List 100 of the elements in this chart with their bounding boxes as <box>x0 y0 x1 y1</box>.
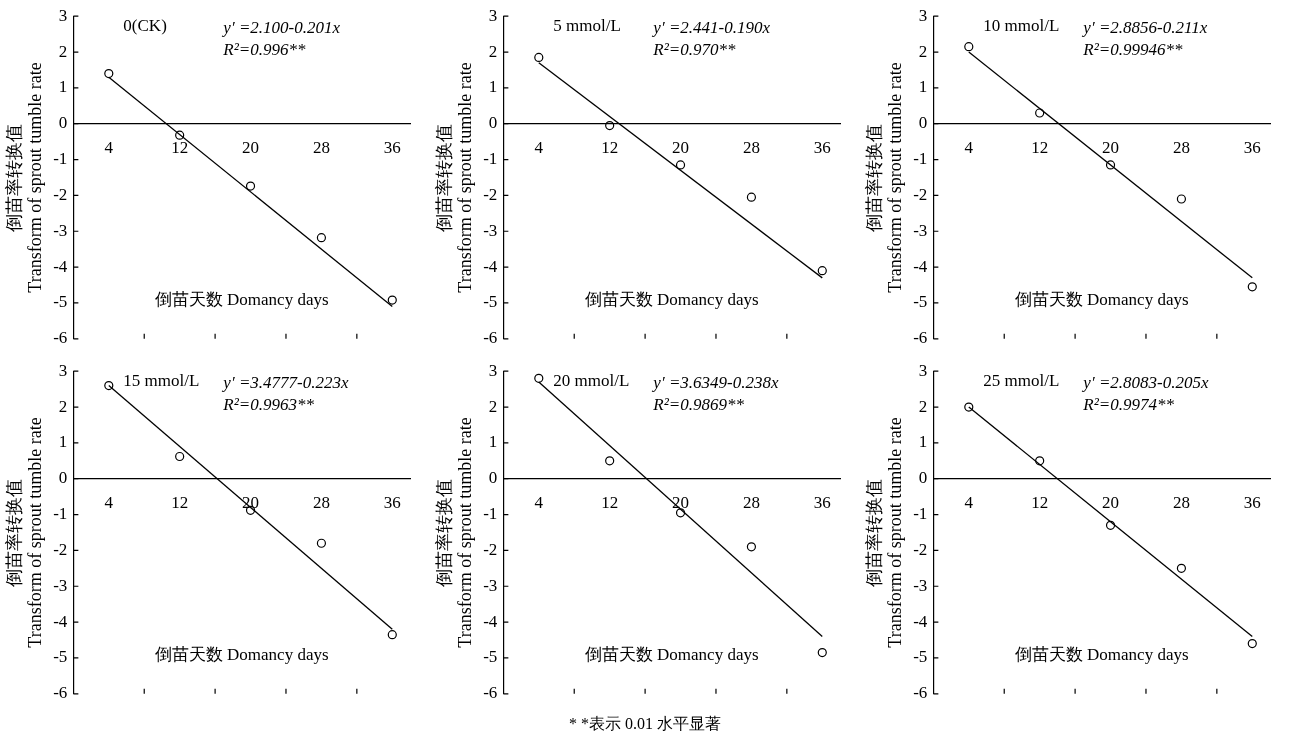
y-axis-title: 倒苗率转换值 Transform of sprout tumble rate <box>433 62 476 293</box>
annotation: R²=0.970** <box>652 40 737 60</box>
y-tick-label: -4 <box>53 256 68 276</box>
y-tick-label: 1 <box>918 432 928 452</box>
x-axis-title: 倒苗天数 Domancy days <box>1014 644 1189 664</box>
x-tick-label: 20 <box>242 138 260 158</box>
point <box>746 192 757 202</box>
y-tick-label: 0 <box>918 468 928 488</box>
x-axis-title: 倒苗天数 Domancy days <box>584 644 759 664</box>
y-tick-label: -4 <box>913 611 928 631</box>
y-tick-label: 0 <box>488 468 498 488</box>
point <box>605 120 615 131</box>
y-tick-label: -1 <box>483 504 498 524</box>
point <box>1105 160 1116 170</box>
point <box>1247 282 1257 292</box>
x-tick-label: 4 <box>534 493 544 513</box>
y-tick-label: -1 <box>483 149 498 169</box>
y-tick-label: 3 <box>58 360 68 380</box>
annotation: 0(CK) <box>123 16 167 36</box>
x-tick-label: 28 <box>742 138 760 158</box>
y-tick-label: 0 <box>58 113 68 133</box>
y-tick-label: -5 <box>913 292 928 312</box>
y-tick-label: 3 <box>488 5 498 25</box>
y-tick-label: -2 <box>483 184 498 204</box>
point <box>104 380 114 391</box>
x-tick-label: 36 <box>383 493 401 513</box>
y-tick-label: 0 <box>58 468 68 488</box>
y-tick-label: -6 <box>53 683 68 703</box>
y-axis-title: 倒苗率转换值 Transform of sprout tumble rate <box>863 417 906 648</box>
x-tick-label: 20 <box>672 493 690 513</box>
point <box>675 508 686 518</box>
point <box>1176 194 1187 204</box>
y-tick-label: -3 <box>53 220 68 240</box>
y-tick-label: -2 <box>913 184 928 204</box>
y-tick-label: 1 <box>918 77 928 97</box>
annotation: R²=0.9974** <box>1082 395 1175 415</box>
y-tick-label: -3 <box>913 220 928 240</box>
x-tick-label: 12 <box>1031 493 1049 513</box>
x-tick-label: 36 <box>1243 138 1261 158</box>
annotation: R²=0.99946** <box>1082 40 1184 60</box>
annotation: y′ =2.100-0.201x <box>221 18 341 38</box>
annotation: y′ =3.4777-0.223x <box>221 373 350 393</box>
point <box>1105 520 1116 530</box>
y-tick-label: -1 <box>913 149 928 169</box>
y-tick-label: -3 <box>483 575 498 595</box>
annotation: 25 mmol/L <box>983 371 1060 391</box>
y-tick-label: 1 <box>58 432 68 452</box>
y-tick-label: 1 <box>488 432 498 452</box>
annotation: R²=0.9963** <box>222 395 315 415</box>
point <box>245 181 256 191</box>
y-axis-title: 倒苗率转换值 Transform of sprout tumble rate <box>3 417 46 648</box>
point <box>1176 563 1187 573</box>
x-axis-title: 倒苗天数 Domancy days <box>154 289 329 309</box>
point <box>1035 456 1045 466</box>
y-tick-label: -4 <box>913 256 928 276</box>
point <box>1035 108 1045 118</box>
y-tick-label: 3 <box>918 5 928 25</box>
x-axis-title: 倒苗天数 Domancy days <box>584 289 759 309</box>
y-tick-label: -3 <box>53 575 68 595</box>
x-tick-label: 4 <box>104 138 114 158</box>
x-axis-title: 倒苗天数 Domancy days <box>1014 289 1189 309</box>
x-tick-label: 4 <box>104 493 114 513</box>
y-tick-label: -3 <box>483 220 498 240</box>
y-tick-label: -6 <box>913 328 928 348</box>
y-tick-label: 2 <box>918 396 928 416</box>
x-tick-label: 36 <box>383 138 401 158</box>
point <box>175 451 185 462</box>
point <box>746 542 757 552</box>
x-tick-label: 4 <box>964 493 974 513</box>
x-tick-label: 20 <box>672 138 690 158</box>
y-tick-label: -5 <box>53 647 68 667</box>
x-tick-label: 36 <box>1243 493 1261 513</box>
x-tick-label: 28 <box>1172 138 1190 158</box>
y-tick-label: -6 <box>483 328 498 348</box>
y-tick-label: -4 <box>53 611 68 631</box>
y-tick-label: -5 <box>483 647 498 667</box>
y-tick-label: 2 <box>58 396 68 416</box>
y-tick-label: 3 <box>918 360 928 380</box>
x-tick-label: 12 <box>1031 138 1049 158</box>
y-axis-title: 倒苗率转换值 Transform of sprout tumble rate <box>433 417 476 648</box>
y-tick-label: -6 <box>913 683 928 703</box>
x-tick-label: 28 <box>1172 493 1190 513</box>
x-tick-label: 20 <box>1102 493 1120 513</box>
annotation: y′ =2.8083-0.205x <box>1081 373 1210 393</box>
y-tick-label: 2 <box>488 41 498 61</box>
point <box>175 130 185 140</box>
x-tick-label: 36 <box>813 493 831 513</box>
text: * *表示 0.01 水平显著 <box>568 714 722 734</box>
x-tick-label: 4 <box>534 138 544 158</box>
y-tick-label: 0 <box>918 113 928 133</box>
x-tick-label: 12 <box>171 493 189 513</box>
annotation: 10 mmol/L <box>983 16 1060 36</box>
y-tick-label: 3 <box>488 360 498 380</box>
annotation: 5 mmol/L <box>553 16 621 36</box>
point <box>104 68 114 79</box>
point <box>387 630 397 640</box>
x-tick-label: 20 <box>1102 138 1120 158</box>
y-tick-label: -5 <box>53 292 68 312</box>
x-tick-label: 28 <box>742 493 760 513</box>
y-axis-title: 倒苗率转换值 Transform of sprout tumble rate <box>863 62 906 293</box>
